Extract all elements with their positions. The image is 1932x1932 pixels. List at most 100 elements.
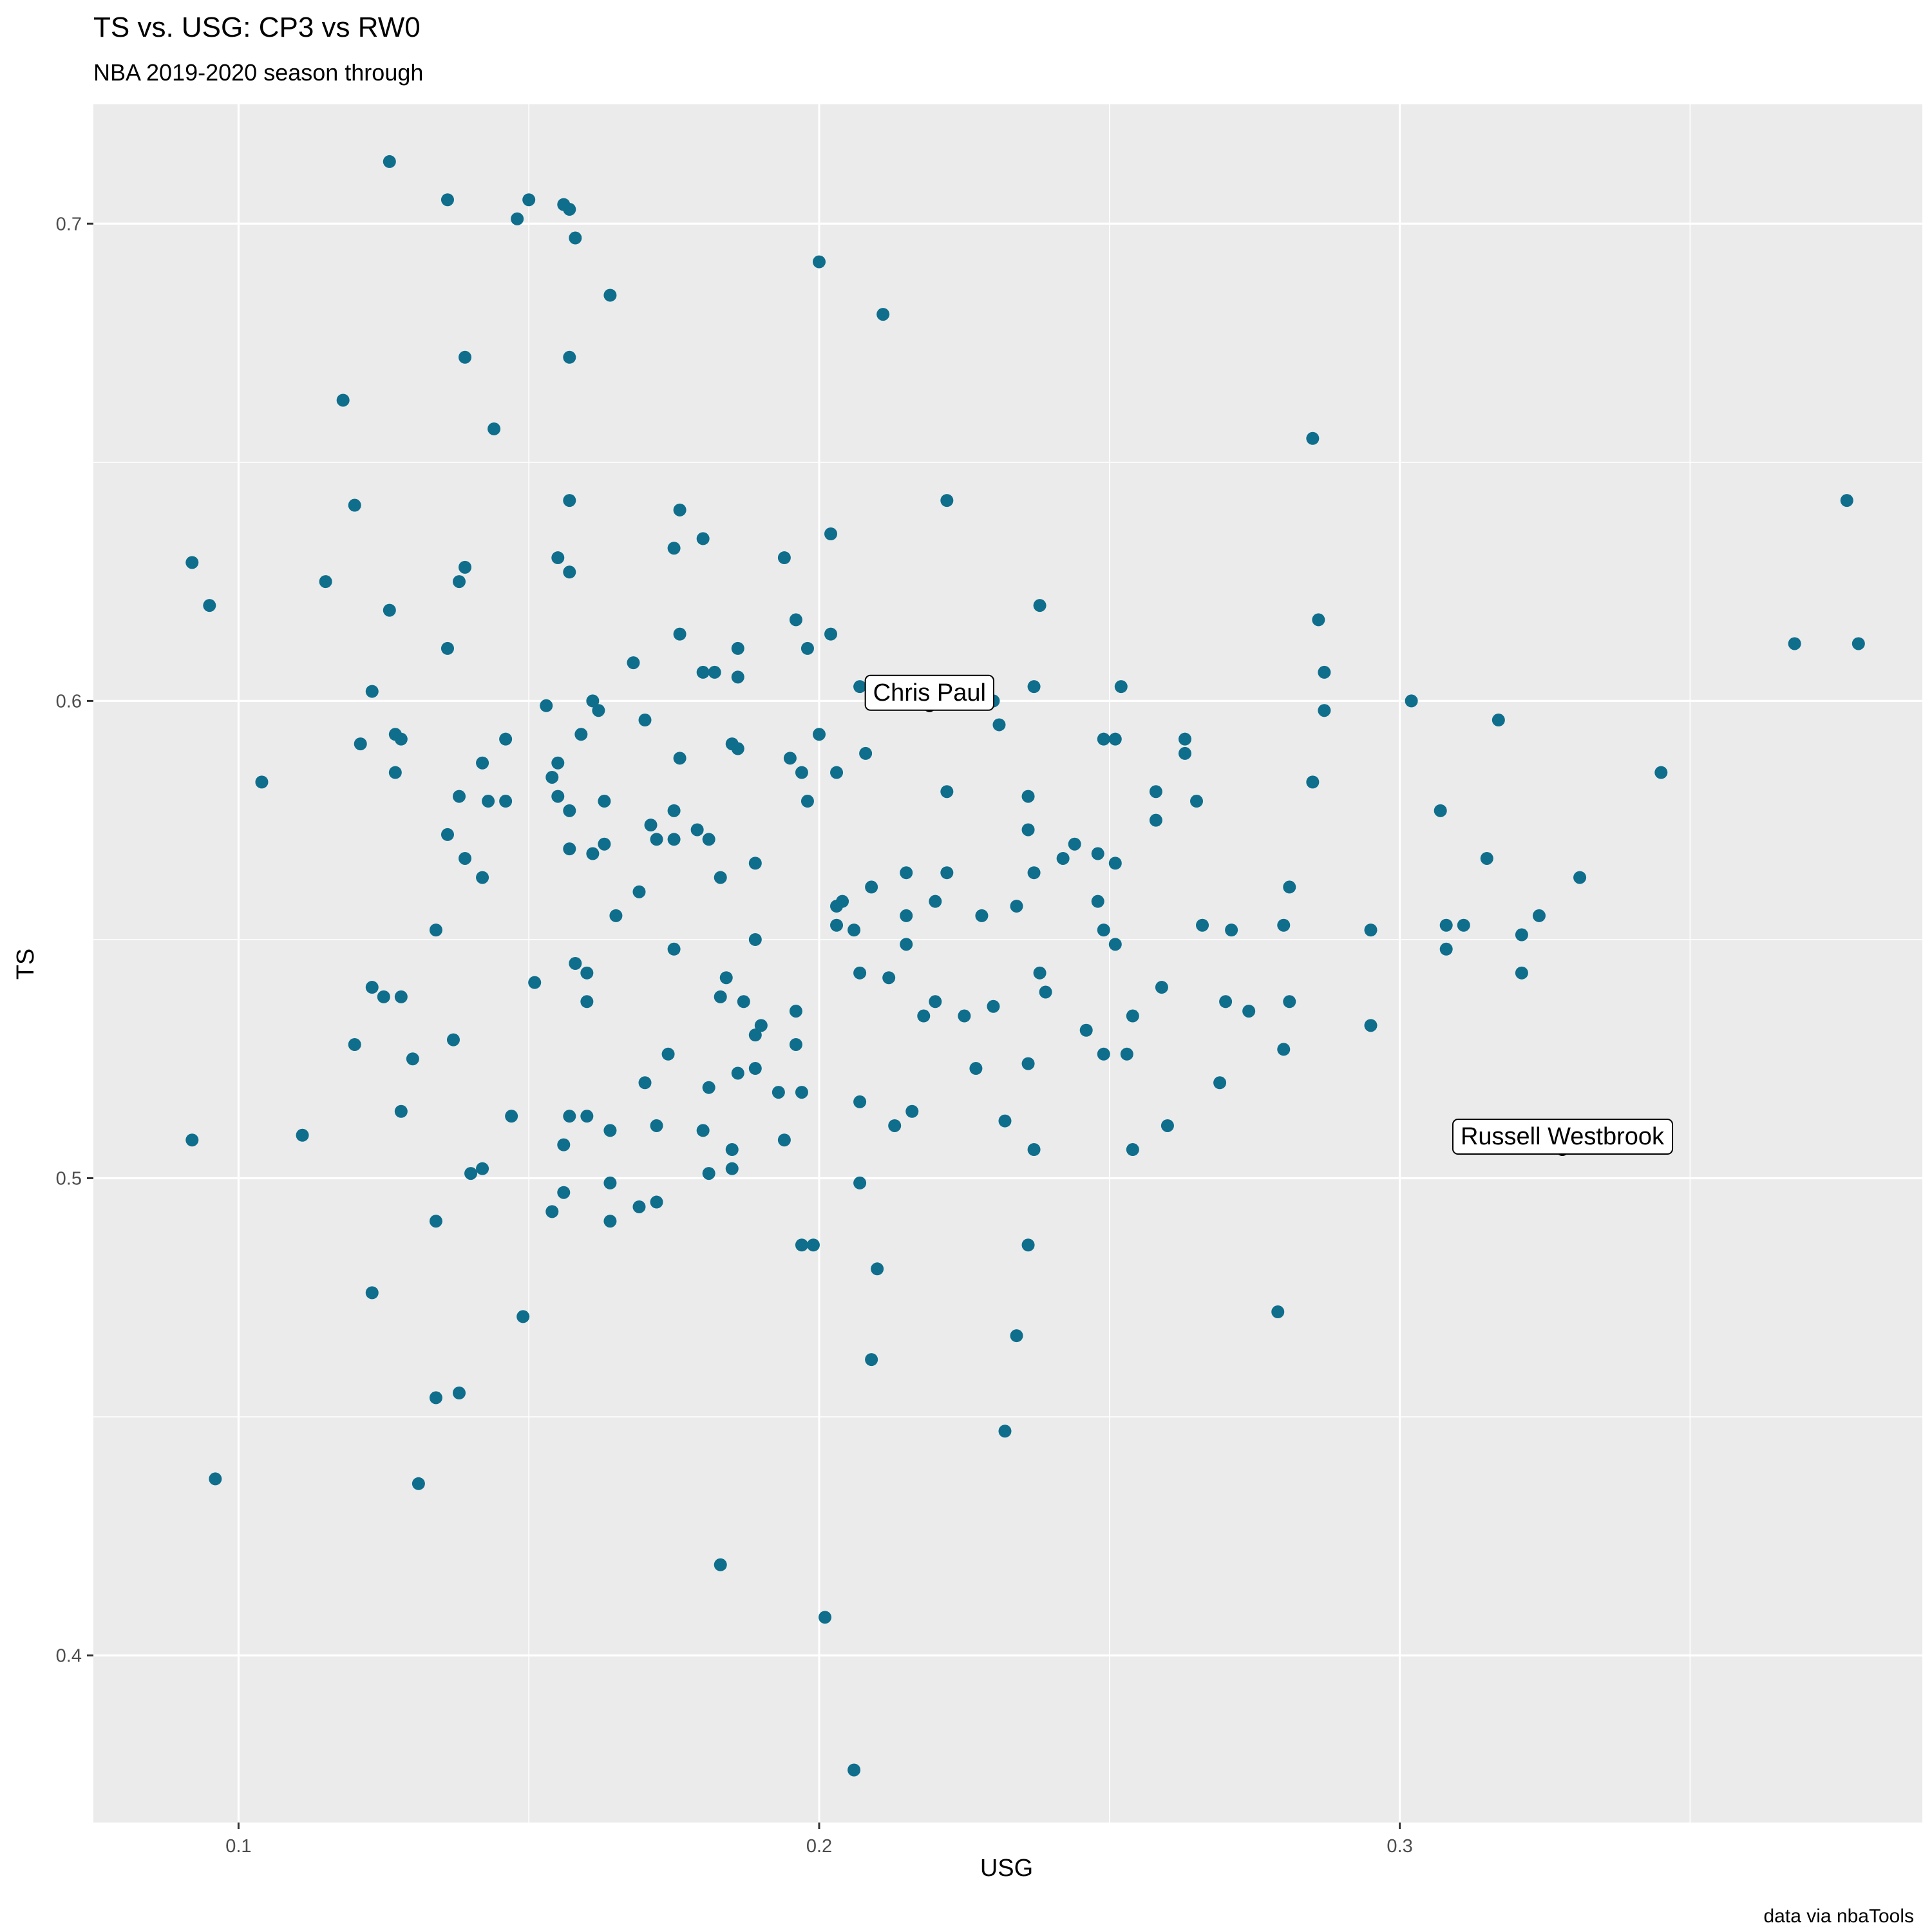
data-point [696, 665, 710, 679]
data-point [806, 1238, 820, 1252]
data-point [1573, 871, 1587, 884]
data-point [900, 938, 913, 951]
data-point [1021, 1057, 1035, 1070]
data-point [336, 393, 350, 407]
grid-lines [93, 104, 1922, 1823]
data-point [632, 1200, 646, 1213]
data-point [1439, 918, 1453, 932]
data-point [580, 966, 594, 980]
data-point [1033, 966, 1046, 980]
data-point [540, 699, 553, 712]
highlight-label-text: Chris Paul [873, 679, 986, 706]
data-point [795, 1238, 808, 1252]
data-point [830, 918, 844, 932]
data-point [777, 1133, 791, 1147]
data-point [789, 1005, 802, 1018]
data-point [1027, 866, 1041, 880]
y-tick-label: 0.6 [56, 691, 82, 712]
data-point [667, 542, 681, 555]
data-point [1108, 732, 1122, 746]
data-point [1010, 1329, 1023, 1343]
data-point [429, 1215, 442, 1228]
data-point [1027, 680, 1041, 694]
data-point [1318, 665, 1331, 679]
plot-panel [93, 104, 1922, 1823]
data-point [900, 909, 913, 922]
data-point [348, 498, 361, 512]
data-point [440, 193, 454, 207]
data-point [609, 909, 623, 922]
data-point [1021, 790, 1035, 803]
data-point [185, 1133, 199, 1147]
data-point [459, 560, 472, 574]
data-point [563, 804, 576, 817]
data-point [603, 1176, 617, 1189]
data-point [1515, 928, 1528, 942]
data-point [1108, 938, 1122, 951]
data-point [488, 422, 501, 435]
data-point [592, 704, 605, 717]
data-point [853, 966, 867, 980]
data-point [690, 823, 704, 837]
data-point [627, 656, 640, 670]
data-point [737, 995, 750, 1009]
data-point [1021, 1238, 1035, 1252]
data-point [777, 551, 791, 565]
data-point [1155, 981, 1168, 994]
data-point [819, 1611, 831, 1624]
highlight-labels: Chris Paul Russell Westbrook [864, 674, 1674, 1155]
y-axis-title: TS [12, 949, 39, 980]
data-point [516, 1310, 530, 1323]
data-point [714, 871, 727, 884]
data-point [1010, 900, 1023, 913]
data-point [1097, 923, 1110, 937]
data-point [551, 551, 565, 565]
data-point [1033, 599, 1046, 612]
data-point [725, 1143, 739, 1157]
data-point [940, 866, 954, 880]
data-point [789, 613, 802, 627]
data-point [453, 790, 466, 803]
data-point [394, 1104, 408, 1118]
data-point [667, 942, 681, 956]
data-point [731, 670, 744, 684]
data-point [905, 1104, 919, 1118]
data-point [940, 494, 954, 507]
data-points [185, 155, 1865, 1777]
data-point [348, 1037, 361, 1051]
data-point [795, 1086, 808, 1099]
data-point [1283, 880, 1296, 894]
data-point [824, 527, 838, 540]
data-point [296, 1128, 309, 1142]
data-point [725, 1162, 739, 1175]
data-point [1079, 1023, 1093, 1037]
data-point [1434, 804, 1447, 817]
data-point [969, 1062, 983, 1075]
data-point [853, 680, 867, 694]
data-point [1190, 795, 1204, 808]
data-point [394, 990, 408, 1003]
data-point [511, 212, 524, 225]
data-point [1196, 918, 1209, 932]
data-point [429, 923, 442, 937]
data-point [748, 1028, 762, 1042]
data-point [1027, 1143, 1041, 1157]
data-point [545, 1205, 559, 1218]
data-point [563, 1110, 576, 1123]
data-point [528, 976, 542, 989]
data-point [783, 752, 797, 765]
data-point [482, 795, 495, 808]
data-point [632, 885, 646, 898]
data-point [453, 1387, 466, 1399]
data-point [574, 728, 588, 741]
data-point [383, 603, 396, 617]
data-point [580, 1110, 594, 1123]
data-point [992, 718, 1006, 732]
data-point [748, 933, 762, 946]
data-point [563, 203, 576, 216]
data-point [185, 556, 199, 569]
highlight-label: Russell Westbrook [1452, 1119, 1674, 1155]
data-point [1178, 732, 1191, 746]
data-point [1312, 613, 1325, 627]
